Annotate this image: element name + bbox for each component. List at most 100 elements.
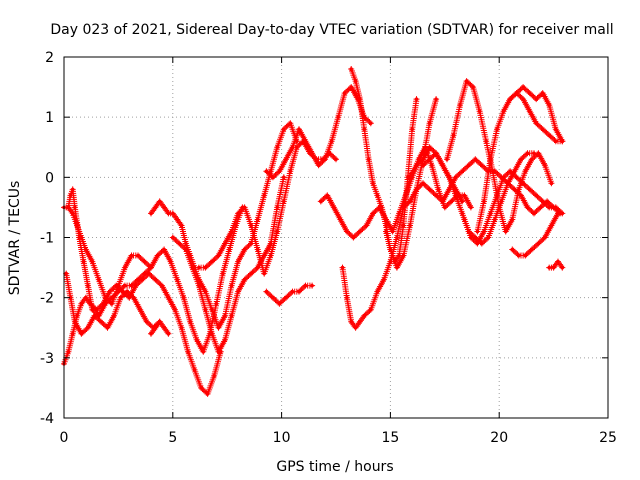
- data-point: [536, 151, 541, 156]
- data-point: [86, 283, 90, 288]
- data-point: [530, 247, 534, 252]
- data-point: [83, 247, 88, 252]
- data-point: [553, 139, 558, 144]
- data-point: [475, 241, 480, 246]
- data-point: [475, 229, 480, 234]
- data-point: [486, 235, 491, 240]
- data-point: [551, 265, 556, 270]
- data-point: [249, 271, 253, 276]
- data-point: [464, 79, 469, 83]
- data-point: [495, 193, 499, 198]
- data-point: [179, 223, 184, 228]
- data-point: [162, 247, 166, 252]
- data-point: [281, 199, 286, 204]
- data-point: [440, 199, 445, 204]
- data-point: [236, 211, 240, 216]
- data-point: [107, 289, 112, 294]
- data-point: [262, 271, 266, 276]
- data-point: [203, 265, 208, 270]
- data-point: [229, 313, 234, 318]
- data-point: [547, 265, 552, 270]
- data-point: [556, 211, 560, 216]
- y-tick-label: 1: [45, 110, 54, 126]
- data-point: [449, 199, 454, 204]
- data-point: [371, 181, 375, 186]
- data-point: [97, 277, 101, 282]
- data-point: [445, 157, 449, 162]
- series-markers: [169, 174, 287, 355]
- data-point: [262, 253, 266, 258]
- series-5: [169, 174, 287, 355]
- data-point: [157, 199, 162, 204]
- data-point: [406, 175, 410, 180]
- data-point: [453, 193, 458, 198]
- x-tick-label: 25: [599, 430, 617, 446]
- data-point: [508, 97, 512, 101]
- data-point: [144, 319, 149, 324]
- data-point: [166, 295, 171, 300]
- data-point: [166, 331, 171, 336]
- data-point: [153, 325, 158, 330]
- data-point: [527, 187, 532, 192]
- data-point: [186, 350, 190, 354]
- series-10: [317, 144, 474, 241]
- data-point: [255, 217, 260, 222]
- data-point: [547, 205, 552, 210]
- data-point: [493, 217, 497, 222]
- data-point: [477, 109, 482, 113]
- data-point: [281, 175, 286, 180]
- data-point: [90, 259, 95, 264]
- data-point: [153, 205, 158, 210]
- data-point: [427, 145, 432, 150]
- data-point: [447, 175, 451, 180]
- data-point: [414, 187, 419, 192]
- data-point: [516, 253, 521, 258]
- data-point: [73, 205, 77, 210]
- data-point: [118, 295, 123, 300]
- series-markers: [263, 282, 316, 307]
- data-point: [482, 229, 486, 234]
- data-point: [255, 265, 260, 270]
- series-markers: [317, 144, 474, 241]
- data-point: [194, 337, 199, 342]
- data-point: [264, 169, 269, 174]
- data-point: [199, 386, 203, 390]
- data-point: [142, 271, 147, 276]
- data-point: [514, 91, 519, 95]
- y-tick-label: -3: [40, 351, 54, 367]
- data-point: [556, 259, 560, 264]
- data-point: [375, 289, 380, 294]
- data-point: [129, 253, 134, 258]
- data-series: [61, 66, 566, 397]
- data-point: [364, 223, 369, 228]
- data-point: [523, 169, 528, 174]
- series-7: [148, 318, 172, 337]
- series-3: [65, 186, 154, 319]
- data-point: [512, 187, 517, 192]
- data-point: [338, 217, 343, 222]
- data-point: [538, 205, 543, 210]
- y-tick-label: -2: [40, 291, 54, 307]
- data-point: [521, 181, 525, 186]
- data-point: [471, 85, 475, 89]
- data-point: [149, 265, 153, 270]
- data-point: [434, 97, 438, 101]
- data-point: [275, 145, 280, 150]
- data-point: [153, 277, 158, 282]
- data-point: [510, 247, 515, 252]
- data-point: [401, 253, 406, 258]
- y-tick-label: -1: [40, 231, 54, 247]
- data-point: [371, 211, 375, 216]
- data-point: [303, 283, 308, 288]
- data-point: [162, 205, 166, 210]
- data-point: [281, 127, 286, 131]
- data-point: [462, 217, 467, 222]
- data-point: [168, 259, 173, 264]
- data-point: [86, 325, 90, 330]
- data-point: [201, 350, 206, 354]
- data-point: [264, 289, 269, 294]
- data-point: [540, 199, 545, 204]
- data-point: [149, 211, 153, 216]
- data-point: [488, 157, 493, 162]
- data-point: [414, 97, 419, 101]
